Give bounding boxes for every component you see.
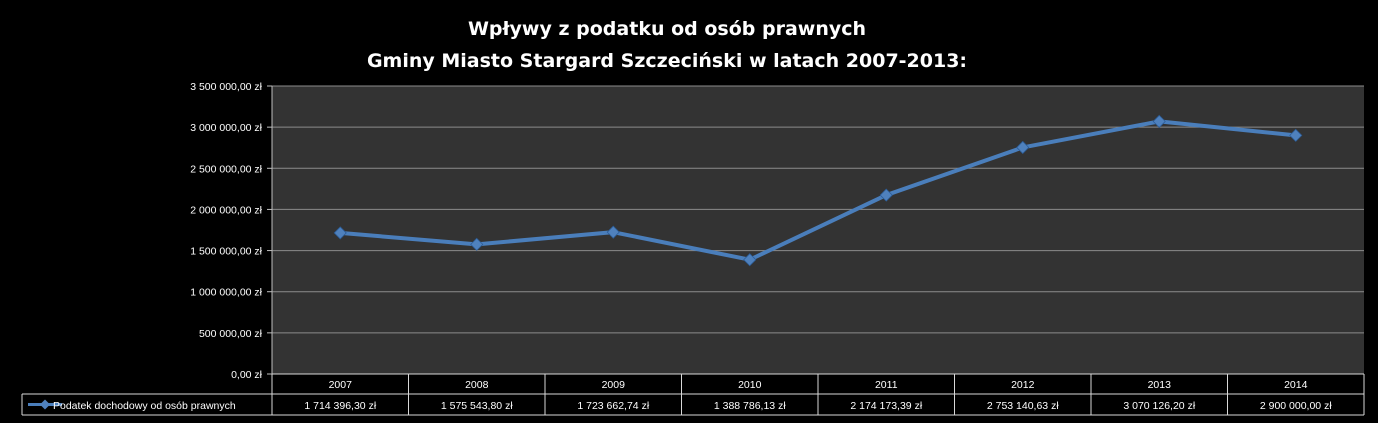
legend-series-name: Podatek dochodowy od osób prawnych — [53, 400, 236, 412]
chart-title-line-1: Wpływy z podatku od osób prawnych — [468, 18, 866, 40]
data-value-label: 1 388 786,13 zł — [714, 400, 786, 412]
data-table: 2007 1 714 396,30 zł 2008 1 575 543,80 zł 20… — [21, 373, 1365, 416]
y-tick-label: 2 000 000,00 zł — [190, 204, 262, 216]
data-value-label: 2 753 140,63 zł — [987, 400, 1059, 412]
data-value-label: 1 723 662,74 zł — [577, 400, 649, 412]
x-category-label: 2008 — [465, 379, 489, 391]
x-category-label: 2007 — [329, 379, 353, 391]
y-tick-label: 2 500 000,00 zł — [190, 163, 262, 175]
data-point-marker — [1289, 128, 1303, 142]
data-point-marker — [879, 188, 893, 202]
y-tick-label: 0,00 zł — [231, 369, 263, 381]
y-tick-label: 1 000 000,00 zł — [190, 287, 262, 299]
chart-title-line-2: Gminy Miasto Stargard Szczeciński w lata… — [367, 50, 967, 72]
x-category-label: 2014 — [1284, 379, 1308, 391]
legend-marker-swatch — [40, 399, 50, 410]
data-point-marker — [743, 253, 757, 267]
data-point-marker — [470, 237, 484, 251]
y-tick-label: 3 500 000,00 zł — [190, 81, 262, 93]
data-point-marker — [1152, 114, 1166, 128]
x-category-label: 2011 — [875, 379, 898, 391]
data-value-label: 2 174 173,39 zł — [850, 400, 922, 412]
x-category-label: 2012 — [1011, 379, 1035, 391]
data-value-label: 1 575 543,80 zł — [441, 400, 513, 412]
data-point-marker — [606, 225, 620, 239]
data-point-marker — [333, 226, 347, 240]
x-category-label: 2010 — [738, 379, 762, 391]
data-point-marker — [1016, 140, 1030, 155]
data-value-label: 3 070 126,20 zł — [1123, 400, 1195, 412]
plot-area — [272, 86, 1364, 374]
data-value-label: 2 900 000,00 zł — [1260, 400, 1332, 412]
y-axis-tick-labels: 0,00 zł 500 000,00 zł 1 000 000,00 zł 1 500… — [190, 81, 262, 381]
series-line — [338, 119, 1298, 262]
gridlines — [267, 85, 1364, 375]
x-category-label: 2013 — [1148, 379, 1172, 391]
x-category-label: 2009 — [602, 379, 626, 391]
series-line-group — [333, 114, 1303, 267]
y-tick-label: 1 500 000,00 zł — [190, 246, 262, 258]
y-tick-label: 3 000 000,00 zł — [190, 122, 262, 134]
y-tick-label: 500 000,00 zł — [199, 328, 263, 340]
data-value-label: 1 714 396,30 zł — [304, 400, 376, 412]
